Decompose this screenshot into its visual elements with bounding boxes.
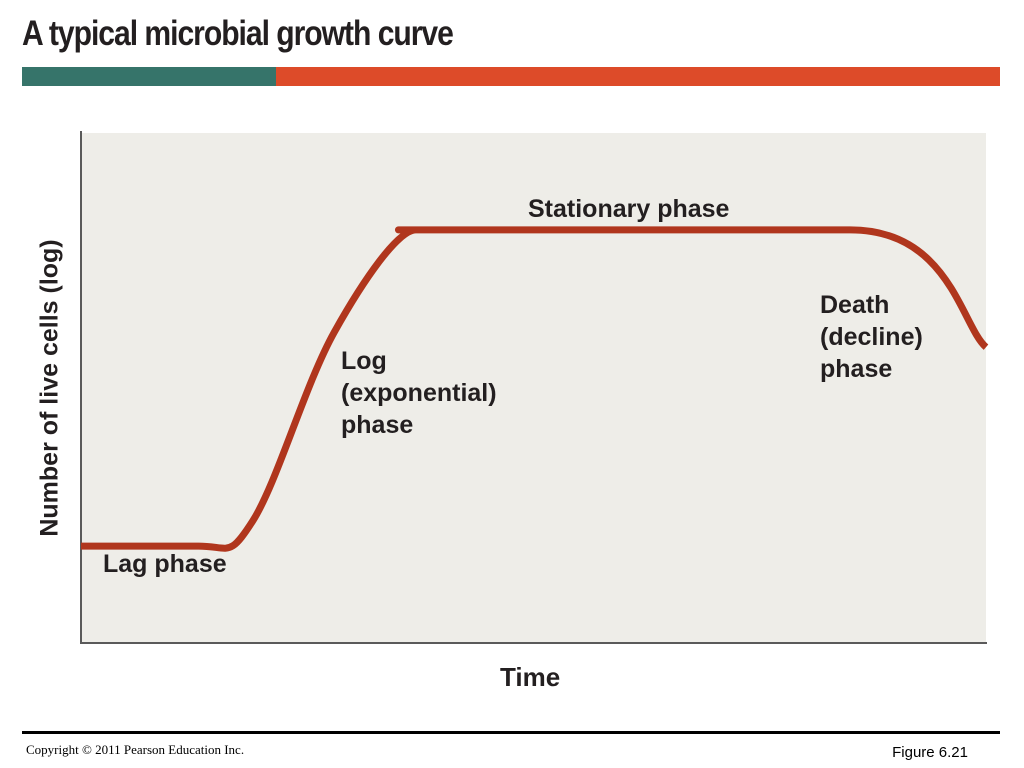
annotation-line: Stationary phase bbox=[528, 195, 730, 223]
x-axis-label: Time bbox=[500, 662, 561, 692]
growth-curve-line bbox=[81, 226, 989, 552]
annotation-line: Death bbox=[820, 291, 890, 319]
annotation-log-phase: Log (exponential) phase bbox=[341, 345, 497, 441]
annotation-line: (decline) bbox=[820, 323, 923, 351]
annotation-line: phase bbox=[820, 355, 893, 383]
annotation-death-phase: Death (decline) phase bbox=[820, 289, 923, 385]
annotation-line: Lag phase bbox=[103, 550, 227, 578]
annotation-line: (exponential) bbox=[341, 379, 497, 407]
annotation-line: phase bbox=[341, 411, 414, 439]
copyright-text: Copyright © 2011 Pearson Education Inc. bbox=[26, 742, 245, 757]
annotation-lag-phase: Lag phase bbox=[103, 548, 227, 580]
annotation-line: Log bbox=[341, 347, 387, 375]
annotation-stationary-phase: Stationary phase bbox=[528, 193, 729, 225]
y-axis-label: Number of live cells (log) bbox=[35, 239, 64, 537]
figure-reference: Figure 6.21 bbox=[892, 744, 968, 761]
title-bar-right-segment bbox=[276, 67, 1000, 86]
footer-divider bbox=[22, 731, 1000, 734]
title-accent-bar bbox=[22, 67, 1000, 86]
title-bar-left-segment bbox=[22, 67, 276, 86]
slide-title: A typical microbial growth curve bbox=[22, 14, 454, 53]
plot-area bbox=[81, 133, 986, 643]
